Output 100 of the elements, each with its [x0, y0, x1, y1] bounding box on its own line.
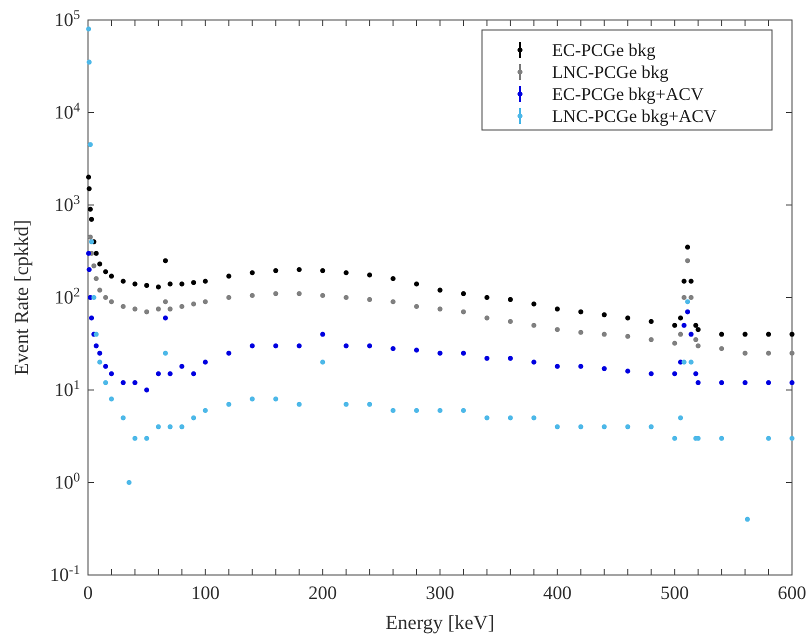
point — [414, 348, 420, 353]
point — [320, 293, 326, 298]
legend-label: LNC-PCGe bkg+ACV — [552, 106, 717, 126]
point — [191, 280, 196, 286]
point — [602, 366, 607, 372]
point — [554, 364, 560, 369]
point — [625, 368, 630, 374]
point — [685, 299, 690, 304]
y-tick-label: 10$^{4}$ — [54, 99, 80, 124]
point — [103, 295, 108, 300]
point — [648, 371, 654, 376]
point — [554, 424, 560, 430]
point — [742, 332, 748, 337]
y-tick-label: 10$^{-1}$ — [50, 562, 80, 586]
point — [508, 319, 513, 324]
point — [88, 142, 93, 148]
y-tick-label: 10$^{2}$ — [54, 284, 80, 308]
legend-label: EC-PCGe bkg — [552, 40, 656, 60]
x-tick-label: 500 — [660, 583, 689, 604]
point — [672, 340, 678, 346]
y-tick-label: 10$^{0}$ — [54, 469, 80, 494]
point — [578, 309, 584, 314]
point — [144, 282, 150, 288]
point — [719, 346, 724, 352]
point — [685, 244, 690, 250]
point — [202, 360, 208, 365]
point — [688, 332, 694, 337]
point — [162, 299, 168, 304]
point — [678, 415, 684, 420]
point — [191, 371, 196, 376]
point — [86, 267, 92, 272]
point — [766, 380, 772, 386]
point — [86, 174, 92, 180]
y-axis-title: Event Rate [cpkkd] — [11, 220, 33, 376]
point — [554, 306, 560, 312]
point — [179, 424, 184, 430]
point — [367, 297, 372, 302]
point — [320, 332, 326, 337]
x-tick-label: 400 — [543, 583, 572, 604]
point — [120, 415, 126, 420]
point — [672, 371, 678, 376]
point — [508, 356, 513, 361]
point — [648, 424, 654, 430]
point — [438, 350, 442, 356]
point — [108, 299, 114, 304]
point — [168, 281, 173, 286]
point — [693, 337, 698, 342]
point — [132, 281, 138, 286]
point — [625, 316, 630, 321]
point — [693, 322, 698, 328]
point — [89, 316, 94, 321]
point — [790, 350, 794, 356]
point — [790, 380, 794, 386]
point — [685, 309, 690, 314]
point — [719, 436, 724, 441]
legend-label: EC-PCGe bkg+ACV — [552, 84, 704, 104]
point — [103, 269, 108, 274]
point — [132, 306, 138, 312]
point — [678, 316, 684, 321]
point — [273, 268, 278, 274]
point — [296, 402, 302, 407]
point — [682, 360, 687, 365]
point — [578, 330, 584, 335]
y-tick-label: 10$^{1}$ — [54, 376, 80, 401]
point — [97, 360, 102, 365]
point — [578, 424, 584, 430]
point — [156, 284, 161, 290]
point — [508, 297, 513, 302]
point — [719, 332, 724, 337]
point — [202, 278, 208, 284]
point — [94, 332, 99, 337]
x-tick-label: 200 — [308, 583, 337, 604]
point — [414, 281, 420, 286]
point — [162, 258, 168, 264]
point — [367, 272, 372, 278]
point — [89, 216, 94, 222]
point — [108, 274, 114, 279]
point — [296, 343, 302, 348]
point — [648, 337, 654, 342]
point — [132, 380, 138, 386]
point — [460, 350, 466, 356]
point — [688, 295, 694, 300]
point — [688, 278, 694, 284]
point — [91, 263, 96, 268]
point — [484, 356, 490, 361]
point — [602, 332, 607, 337]
point — [120, 380, 126, 386]
point — [88, 206, 93, 212]
point — [250, 343, 255, 348]
point — [766, 350, 772, 356]
point — [742, 380, 748, 386]
point — [202, 408, 208, 414]
y-tick-label: 10$^{3}$ — [54, 192, 80, 216]
point — [766, 332, 772, 337]
point — [144, 436, 150, 441]
point — [682, 295, 687, 300]
point — [578, 364, 584, 369]
point — [696, 327, 701, 332]
point — [390, 346, 396, 352]
point — [226, 402, 232, 407]
